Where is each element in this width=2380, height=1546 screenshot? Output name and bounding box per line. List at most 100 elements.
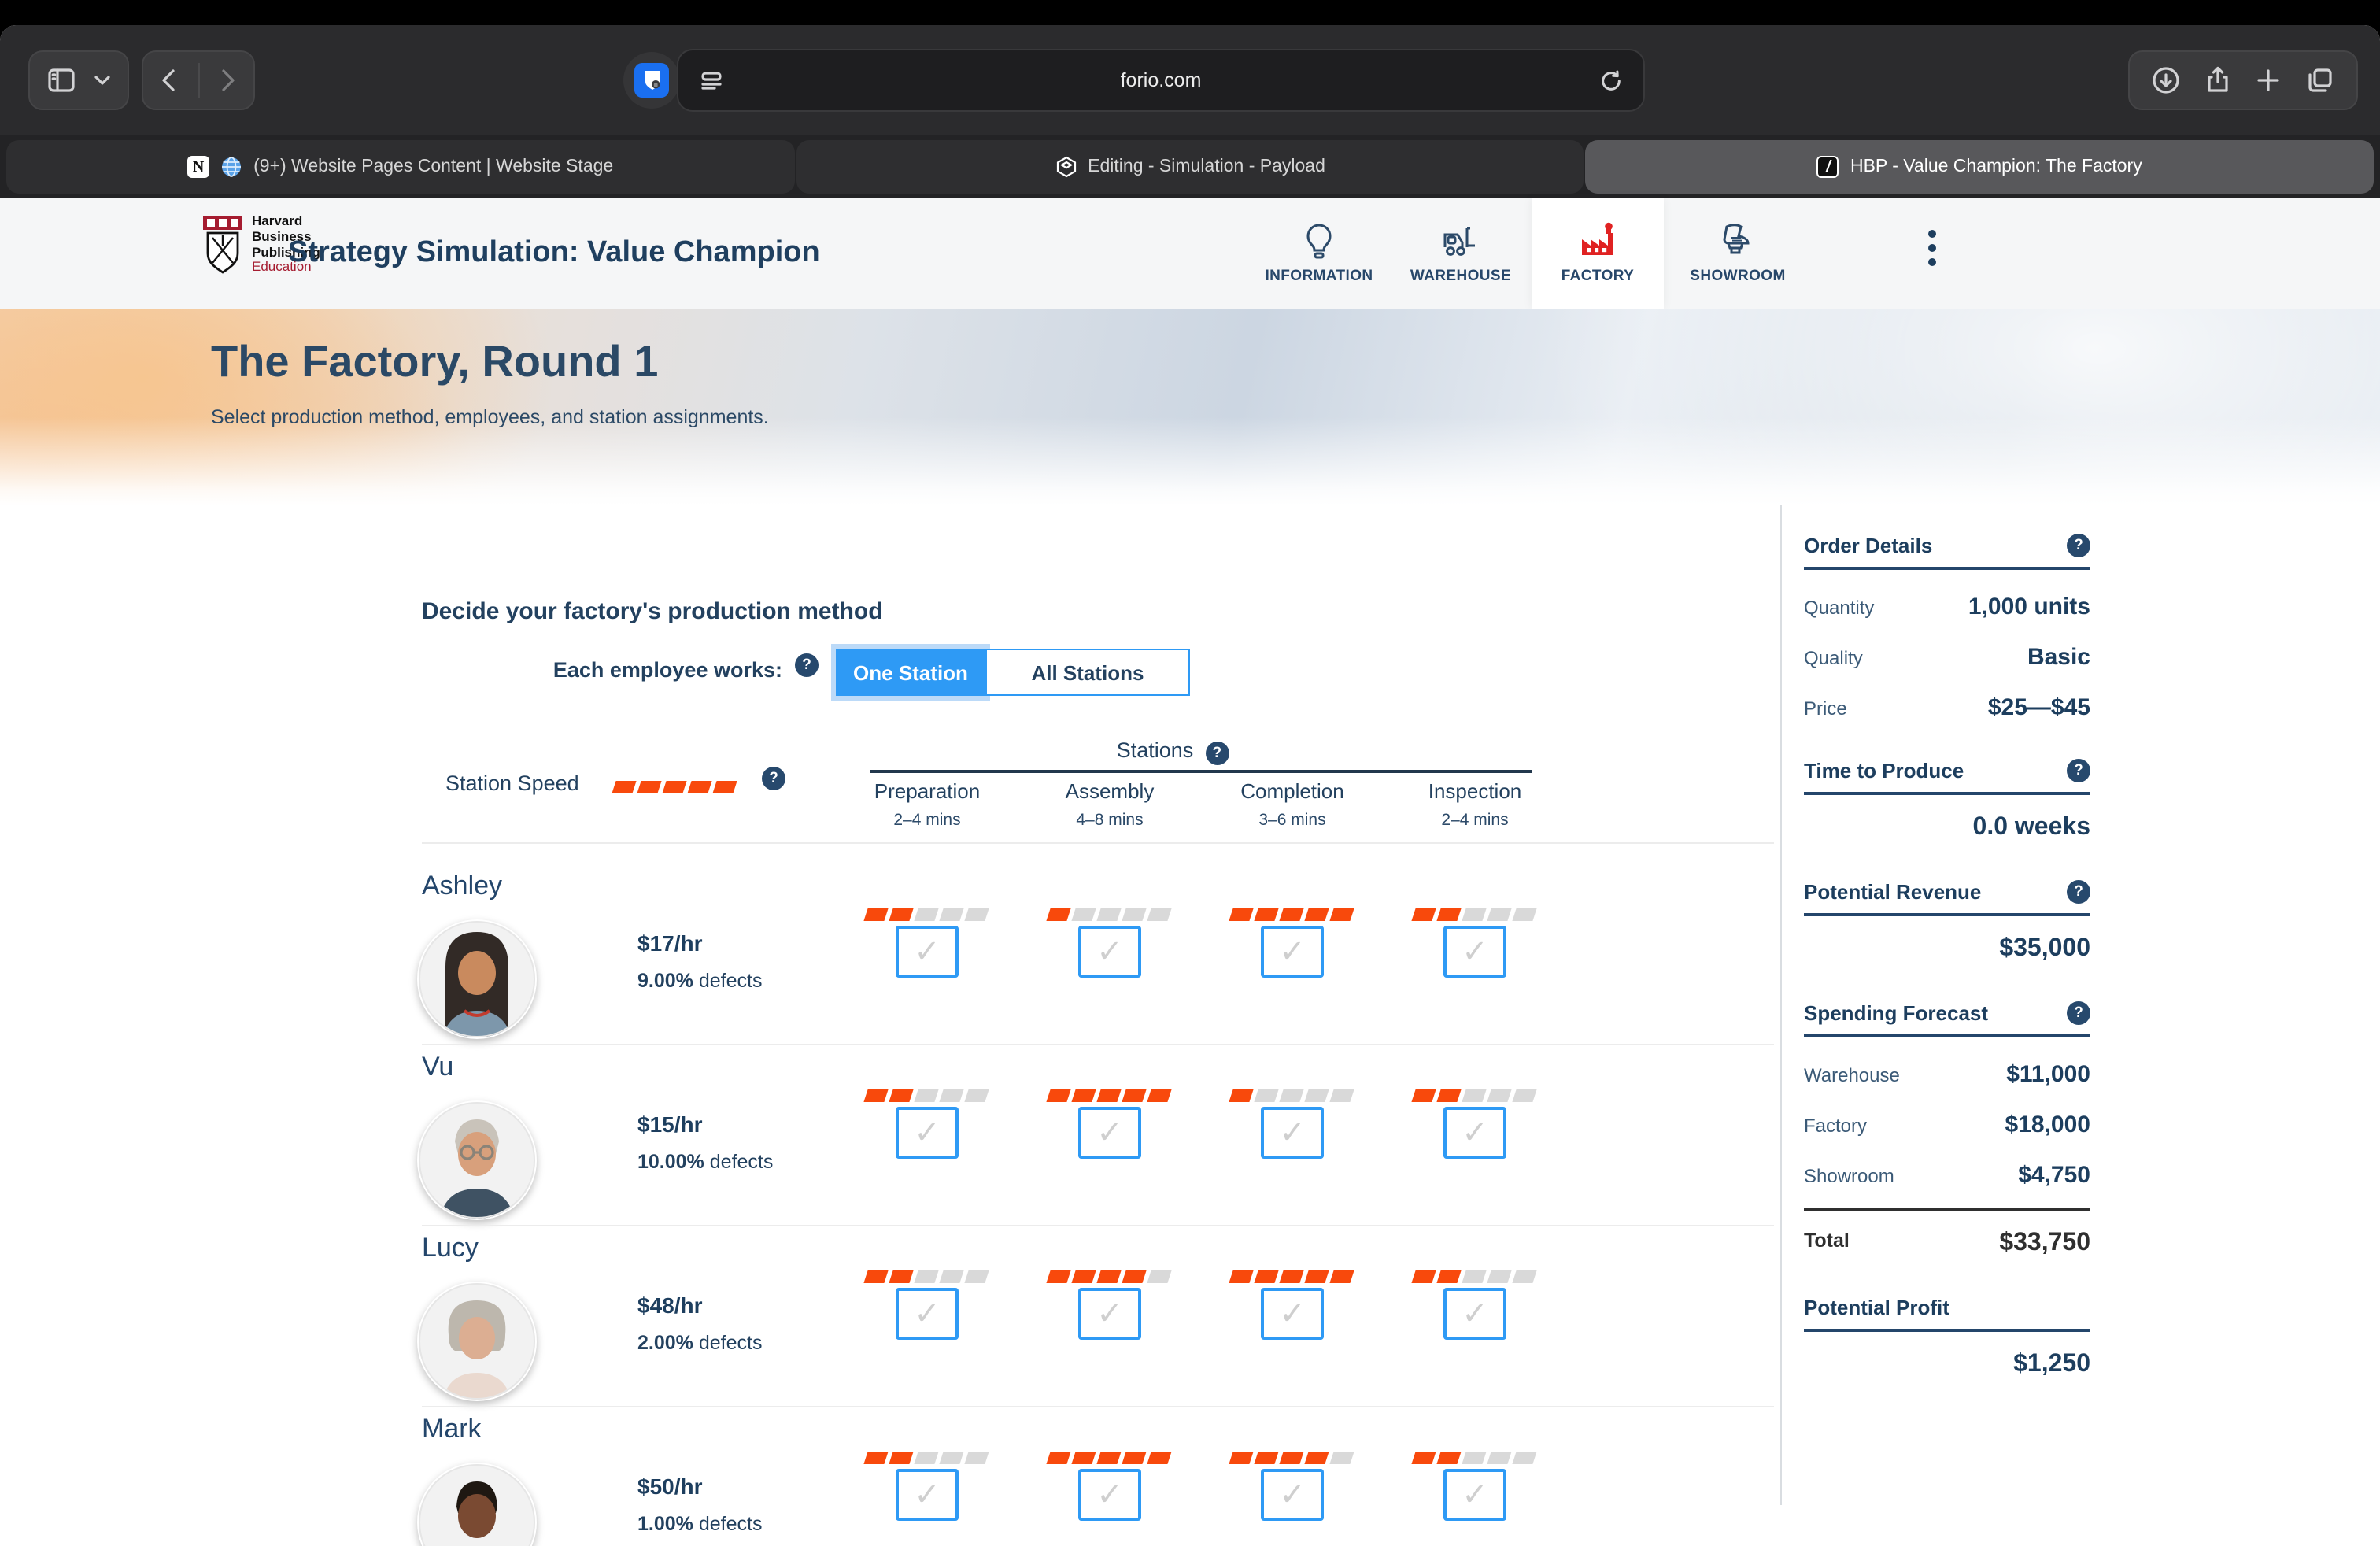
forio-icon: /: [1816, 156, 1839, 178]
divider: [198, 63, 199, 98]
employee-rate: $48/hr: [638, 1293, 703, 1318]
nav-showroom[interactable]: SHOWROOM: [1672, 198, 1804, 309]
order-sidebar: Order Details ? Quantity 1,000 units Qua…: [1804, 534, 2090, 1379]
toggle-one-station[interactable]: One Station: [836, 649, 985, 696]
speed-meter: [863, 1263, 992, 1291]
help-icon[interactable]: ?: [2067, 759, 2090, 782]
spend-row-factory: Factory $18,000: [1804, 1111, 2090, 1138]
download-icon[interactable]: [2150, 65, 2182, 96]
assign-checkbox[interactable]: ✓: [896, 1288, 959, 1340]
assign-checkbox[interactable]: ✓: [896, 1107, 959, 1159]
assign-checkbox[interactable]: ✓: [1078, 1288, 1141, 1340]
help-icon[interactable]: ?: [762, 767, 785, 790]
nav-warehouse[interactable]: WAREHOUSE: [1395, 198, 1527, 309]
assign-checkbox[interactable]: ✓: [1443, 1107, 1506, 1159]
help-icon[interactable]: ?: [2067, 880, 2090, 904]
payload-icon: [1055, 156, 1077, 178]
speed-meter: [1046, 1082, 1174, 1110]
tabs-overview-icon[interactable]: [2304, 65, 2336, 96]
url-text[interactable]: forio.com: [1120, 69, 1202, 91]
avatar-lucy: [419, 1283, 535, 1400]
share-icon[interactable]: [2201, 65, 2233, 96]
assign-checkbox[interactable]: ✓: [1443, 1288, 1506, 1340]
history-nav-group: [142, 50, 255, 110]
avatar-mark: [419, 1464, 535, 1546]
browser-toolbar: forio.com: [0, 25, 2380, 135]
assign-checkbox[interactable]: ✓: [1078, 1469, 1141, 1521]
avatar-vu: [419, 1102, 535, 1219]
employee-rate: $17/hr: [638, 930, 703, 956]
page-title: Strategy Simulation: Value Champion: [288, 236, 820, 269]
lightbulb-icon: [1306, 224, 1332, 259]
help-icon[interactable]: ?: [1205, 742, 1229, 765]
toolbar-actions-group: [2128, 50, 2358, 110]
help-icon[interactable]: ?: [2067, 534, 2090, 557]
assign-checkbox[interactable]: ✓: [1261, 926, 1324, 978]
site-header: Harvard Business Publishing Education St…: [0, 198, 2380, 309]
nav-factory[interactable]: FACTORY: [1532, 198, 1664, 309]
order-row-quantity: Quantity 1,000 units: [1804, 594, 2090, 620]
factory-icon: [1582, 222, 1613, 255]
spend-total-row: Total $33,750: [1804, 1230, 2090, 1256]
spend-row-warehouse: Warehouse $11,000: [1804, 1061, 2090, 1088]
globe-icon: [220, 156, 242, 178]
extension-button[interactable]: [623, 52, 680, 109]
back-icon[interactable]: [155, 65, 187, 96]
station-time: 2–4 mins: [893, 811, 961, 830]
nav-label: FACTORY: [1561, 268, 1635, 285]
sidebar-icon[interactable]: [46, 65, 77, 96]
order-row-price: Price $25—$45: [1804, 694, 2090, 721]
forward-icon[interactable]: [211, 65, 242, 96]
assign-checkbox[interactable]: ✓: [896, 1469, 959, 1521]
assign-checkbox[interactable]: ✓: [1261, 1107, 1324, 1159]
speed-meter: [863, 1082, 992, 1110]
assign-checkbox[interactable]: ✓: [1443, 926, 1506, 978]
chevron-down-icon[interactable]: [93, 71, 112, 90]
speed-meter: [1046, 1444, 1174, 1472]
tab-payload-editing[interactable]: Editing - Simulation - Payload: [796, 140, 1584, 194]
station-speed-meter: [612, 773, 740, 801]
employee-name: Mark: [422, 1414, 482, 1444]
sidebar-divider: [1780, 505, 1782, 1505]
stations-rule: [870, 770, 1532, 773]
sidebar-toggle-group: [28, 50, 129, 110]
hero-banner: The Factory, Round 1 Select production m…: [0, 309, 2380, 505]
url-bar[interactable]: forio.com: [677, 49, 1645, 112]
time-to-produce-header: Time to Produce ?: [1804, 759, 2090, 795]
potential-revenue-value: $35,000: [1999, 935, 2090, 962]
tab-title: HBP - Value Champion: The Factory: [1850, 157, 2142, 176]
potential-profit-value: $1,250: [2013, 1351, 2090, 1378]
new-tab-icon[interactable]: [2253, 65, 2285, 96]
reload-icon[interactable]: [1599, 68, 1623, 92]
help-icon[interactable]: ?: [795, 653, 819, 677]
station-col-assembly: Assembly: [1065, 779, 1155, 803]
speed-meter: [1411, 1263, 1539, 1291]
tab-title: Editing - Simulation - Payload: [1088, 157, 1325, 176]
method-heading: Decide your factory's production method: [422, 598, 883, 625]
speed-meter: [1229, 1444, 1357, 1472]
potential-profit-header: Potential Profit: [1804, 1296, 2090, 1332]
toggle-all-stations[interactable]: All Stations: [985, 649, 1190, 696]
hbp-logo-text: Harvard Business Publishing Education: [252, 213, 320, 275]
assign-checkbox[interactable]: ✓: [896, 926, 959, 978]
assign-checkbox[interactable]: ✓: [1078, 1107, 1141, 1159]
section-title: Potential Profit: [1804, 1296, 1949, 1319]
order-row-quality: Quality Basic: [1804, 644, 2090, 671]
nav-information[interactable]: INFORMATION: [1253, 198, 1385, 309]
employee-name: Lucy: [422, 1233, 479, 1263]
employee-name: Ashley: [422, 871, 503, 901]
assign-checkbox[interactable]: ✓: [1078, 926, 1141, 978]
help-icon[interactable]: ?: [2067, 1001, 2090, 1025]
employee-rate: $15/hr: [638, 1111, 703, 1137]
tab-website-pages[interactable]: N (9+) Website Pages Content | Website S…: [6, 140, 795, 194]
employee-defects: 1.00% defects: [638, 1513, 763, 1535]
assign-checkbox[interactable]: ✓: [1443, 1469, 1506, 1521]
station-col-completion: Completion: [1240, 779, 1344, 803]
assign-checkbox[interactable]: ✓: [1261, 1288, 1324, 1340]
sneaker-icon: [1723, 224, 1750, 254]
more-menu-icon[interactable]: [1919, 230, 1944, 266]
assign-checkbox[interactable]: ✓: [1261, 1469, 1324, 1521]
reader-icon[interactable]: [700, 69, 722, 91]
tab-hbp-factory[interactable]: / HBP - Value Champion: The Factory: [1585, 140, 2374, 194]
